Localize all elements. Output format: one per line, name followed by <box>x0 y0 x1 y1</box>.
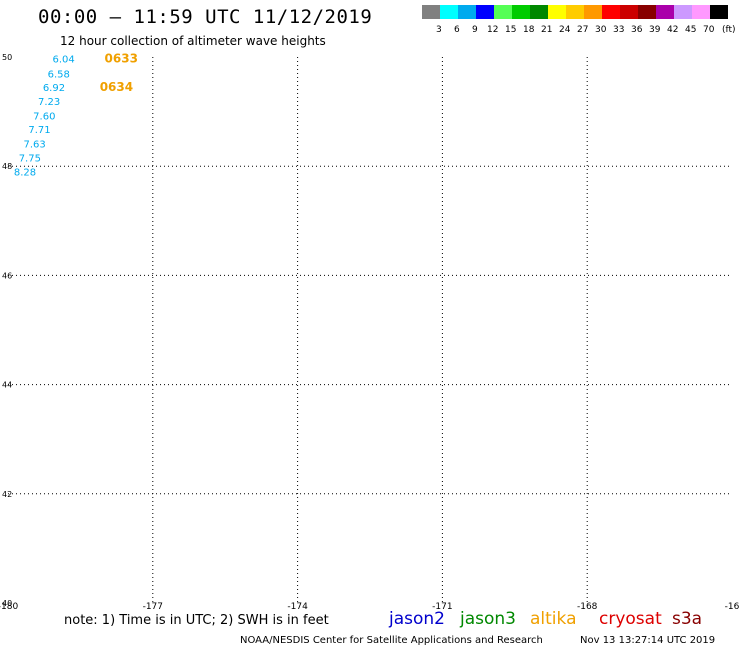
color-scale-label: 36 <box>631 25 643 35</box>
color-scale-swatch <box>620 5 638 19</box>
chart-title: 00:00 – 11:59 UTC 11/12/2019 <box>38 6 373 28</box>
swh-value-label: 7.60 <box>33 111 55 122</box>
y-tick-label: 44 <box>2 381 12 390</box>
chart-subtitle: 12 hour collection of altimeter wave hei… <box>60 34 326 48</box>
y-tick-label: 46 <box>2 271 12 280</box>
color-scale-swatch <box>602 5 620 19</box>
swh-value-label: 7.75 <box>19 153 41 164</box>
color-scale-swatch <box>584 5 602 19</box>
color-scale-label: 12 <box>487 25 499 35</box>
color-scale-swatch <box>512 5 530 19</box>
swh-value-label: 6.04 <box>52 55 74 66</box>
color-scale-label: 9 <box>472 25 478 35</box>
color-scale-swatch <box>440 5 458 19</box>
color-scale-swatch <box>656 5 674 19</box>
credit-text: NOAA/NESDIS Center for Satellite Applica… <box>240 635 543 646</box>
color-scale-label: 70 <box>703 25 715 35</box>
x-tick-label: -180 <box>0 602 18 612</box>
color-scale-swatch <box>710 5 728 19</box>
y-tick-label: 40 <box>2 599 12 608</box>
color-scale-label: 42 <box>667 25 679 35</box>
satellite-legend-item: jason2 <box>389 609 445 629</box>
color-scale-label: 27 <box>577 25 589 35</box>
color-scale-swatch <box>548 5 566 19</box>
swh-value-label: 8.28 <box>14 168 36 179</box>
pass-time-label: 0633 <box>105 52 138 66</box>
satellite-legend-item: altika <box>530 609 577 629</box>
pass-time-label: 0634 <box>100 80 133 94</box>
color-scale-swatch <box>692 5 710 19</box>
color-scale-swatch <box>638 5 656 19</box>
color-scale-label: 18 <box>523 25 535 35</box>
color-scale-label: 15 <box>505 25 517 35</box>
color-scale-swatch <box>458 5 476 19</box>
color-scale-swatch <box>476 5 494 19</box>
satellite-legend-item: cryosat <box>599 609 662 629</box>
swh-value-label: 7.71 <box>28 125 50 136</box>
color-scale-label: 21 <box>541 25 553 35</box>
color-scale-swatch <box>674 5 692 19</box>
color-scale-swatch <box>494 5 512 19</box>
color-scale-swatch <box>422 5 440 19</box>
swh-value-label: 7.23 <box>38 97 60 108</box>
x-tick-label: -171 <box>432 602 452 612</box>
y-tick-label: 48 <box>2 162 12 171</box>
generated-timestamp: Nov 13 13:27:14 UTC 2019 <box>580 635 716 646</box>
satellite-legend-item: jason3 <box>460 609 516 629</box>
color-scale-swatch <box>530 5 548 19</box>
color-scale-label: 45 <box>685 25 697 35</box>
footer-note: note: 1) Time is in UTC; 2) SWH is in fe… <box>64 613 329 628</box>
x-tick-label: -168 <box>577 602 598 612</box>
color-scale-label: 33 <box>613 25 625 35</box>
color-scale-label: 39 <box>649 25 661 35</box>
swh-value-label: 6.58 <box>48 69 70 80</box>
color-scale-label: 6 <box>454 25 460 35</box>
color-scale-label: 24 <box>559 25 571 35</box>
x-tick-label: -16 <box>725 602 740 612</box>
color-scale-label: 30 <box>595 25 607 35</box>
y-tick-label: 42 <box>2 490 12 499</box>
color-scale-swatch <box>566 5 584 19</box>
y-tick-label: 50 <box>2 53 12 62</box>
x-tick-label: -177 <box>143 602 163 612</box>
color-scale-unit: (ft) <box>722 25 736 35</box>
satellite-legend-item: s3a <box>672 609 703 629</box>
x-tick-label: -174 <box>287 602 308 612</box>
swh-value-label: 7.63 <box>24 139 46 150</box>
swh-value-label: 6.92 <box>43 83 65 94</box>
color-scale-label: 3 <box>436 25 442 35</box>
